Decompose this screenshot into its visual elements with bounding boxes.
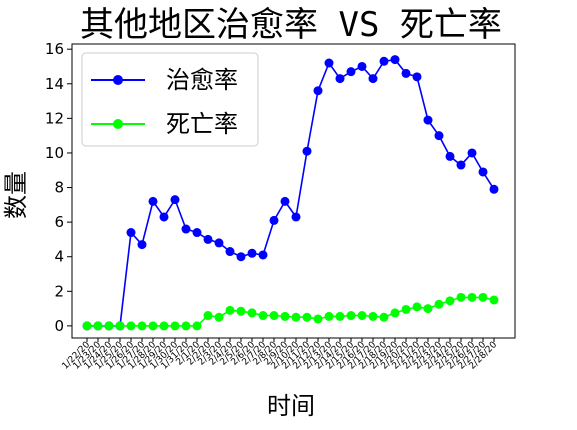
series-0-point-30 [412,72,422,82]
series-line-1 [87,296,495,327]
legend-box [81,52,259,147]
series-0-point-25 [357,61,367,71]
series-1-point-0 [82,321,92,331]
series-1-point-8 [170,321,180,331]
series-0-point-18 [280,196,290,206]
series-1-point-7 [159,321,169,331]
series-1-point-5 [137,321,147,331]
series-0-point-29 [401,68,411,78]
series-1-point-26 [368,311,378,321]
y-tick-label-8: 16 [45,40,64,58]
series-1-point-31 [423,304,433,314]
series-1-point-29 [401,304,411,314]
series-1-point-1 [93,321,103,331]
series-1-point-21 [313,314,323,324]
legend-swatch-marker-death [113,119,123,129]
x-axis: 1/22/201/23/201/24/201/25/201/26/201/27/… [61,338,499,372]
series-1-point-17 [269,311,279,321]
series-1-point-20 [302,312,312,322]
y-tick-label-4: 8 [54,179,64,197]
series-1-point-28 [390,308,400,318]
series-0-point-17 [269,215,279,225]
legend: 治愈率 死亡率 [81,52,259,147]
series-0-point-27 [379,56,389,66]
series-1-point-22 [324,311,334,321]
y-tick-label-3: 6 [54,213,64,231]
series-0-point-34 [456,160,466,170]
x-axis-label: 时间 [267,392,315,420]
series-1-point-33 [445,296,455,306]
series-0-point-36 [478,167,488,177]
y-tick-label-2: 4 [54,248,64,266]
series-layer [82,55,499,331]
series-0-point-28 [390,55,400,65]
series-0-point-8 [170,195,180,205]
series-0-point-9 [181,224,191,234]
series-0-point-10 [192,228,202,238]
series-1-point-2 [104,321,114,331]
series-1-point-23 [335,311,345,321]
y-tick-label-5: 10 [45,144,64,162]
series-1-point-10 [192,321,202,331]
y-axis: 0 2 4 6 8 10 12 14 16 [45,40,72,335]
y-tick-label-0: 0 [54,317,64,335]
series-1-point-35 [467,292,477,302]
series-1-point-34 [456,292,466,302]
chart-title: 其他地区治愈率 VS 死亡率 [80,5,502,45]
y-tick-label-1: 2 [54,282,64,300]
series-1-point-9 [181,321,191,331]
series-1-point-27 [379,312,389,322]
series-1-point-6 [148,321,158,331]
series-1-point-36 [478,292,488,302]
series-1-point-4 [126,321,136,331]
series-1-point-12 [214,312,224,322]
series-0-point-14 [236,252,246,262]
series-0-point-35 [467,148,477,158]
series-1-point-25 [357,311,367,321]
plot-frame [71,43,516,339]
series-0-point-31 [423,115,433,125]
series-0-point-32 [434,131,444,141]
y-axis-label: 数量 [2,171,30,219]
series-0-point-6 [148,196,158,206]
series-1-point-11 [203,311,213,321]
series-0-point-21 [313,86,323,96]
series-1-point-13 [225,305,235,315]
series-0-point-20 [302,146,312,156]
series-0-point-22 [324,58,334,68]
series-0-point-4 [126,228,136,238]
legend-label-death: 死亡率 [166,110,238,138]
legend-label-cure: 治愈率 [166,66,238,94]
series-1-point-15 [247,308,257,318]
series-1-point-3 [115,321,125,331]
series-0-point-24 [346,67,356,77]
series-0-point-12 [214,238,224,248]
series-1-point-19 [291,312,301,322]
series-0-point-33 [445,151,455,161]
series-1-point-18 [280,311,290,321]
series-1-point-16 [258,311,268,321]
series-0-point-15 [247,248,257,258]
series-0-point-13 [225,247,235,257]
series-0-point-7 [159,212,169,222]
legend-swatch-marker-cure [113,75,123,85]
series-0-point-37 [489,184,499,194]
series-1-point-32 [434,299,444,309]
series-0-point-23 [335,74,345,84]
y-tick-label-6: 12 [45,109,64,127]
series-0-point-26 [368,74,378,84]
series-0-point-11 [203,234,213,244]
series-1-point-30 [412,302,422,312]
series-0-point-5 [137,240,147,250]
series-0-point-19 [291,212,301,222]
series-1-point-37 [489,295,499,305]
series-1-point-24 [346,311,356,321]
series-0-point-16 [258,250,268,260]
series-1-point-14 [236,306,246,316]
y-tick-label-7: 14 [45,75,64,93]
